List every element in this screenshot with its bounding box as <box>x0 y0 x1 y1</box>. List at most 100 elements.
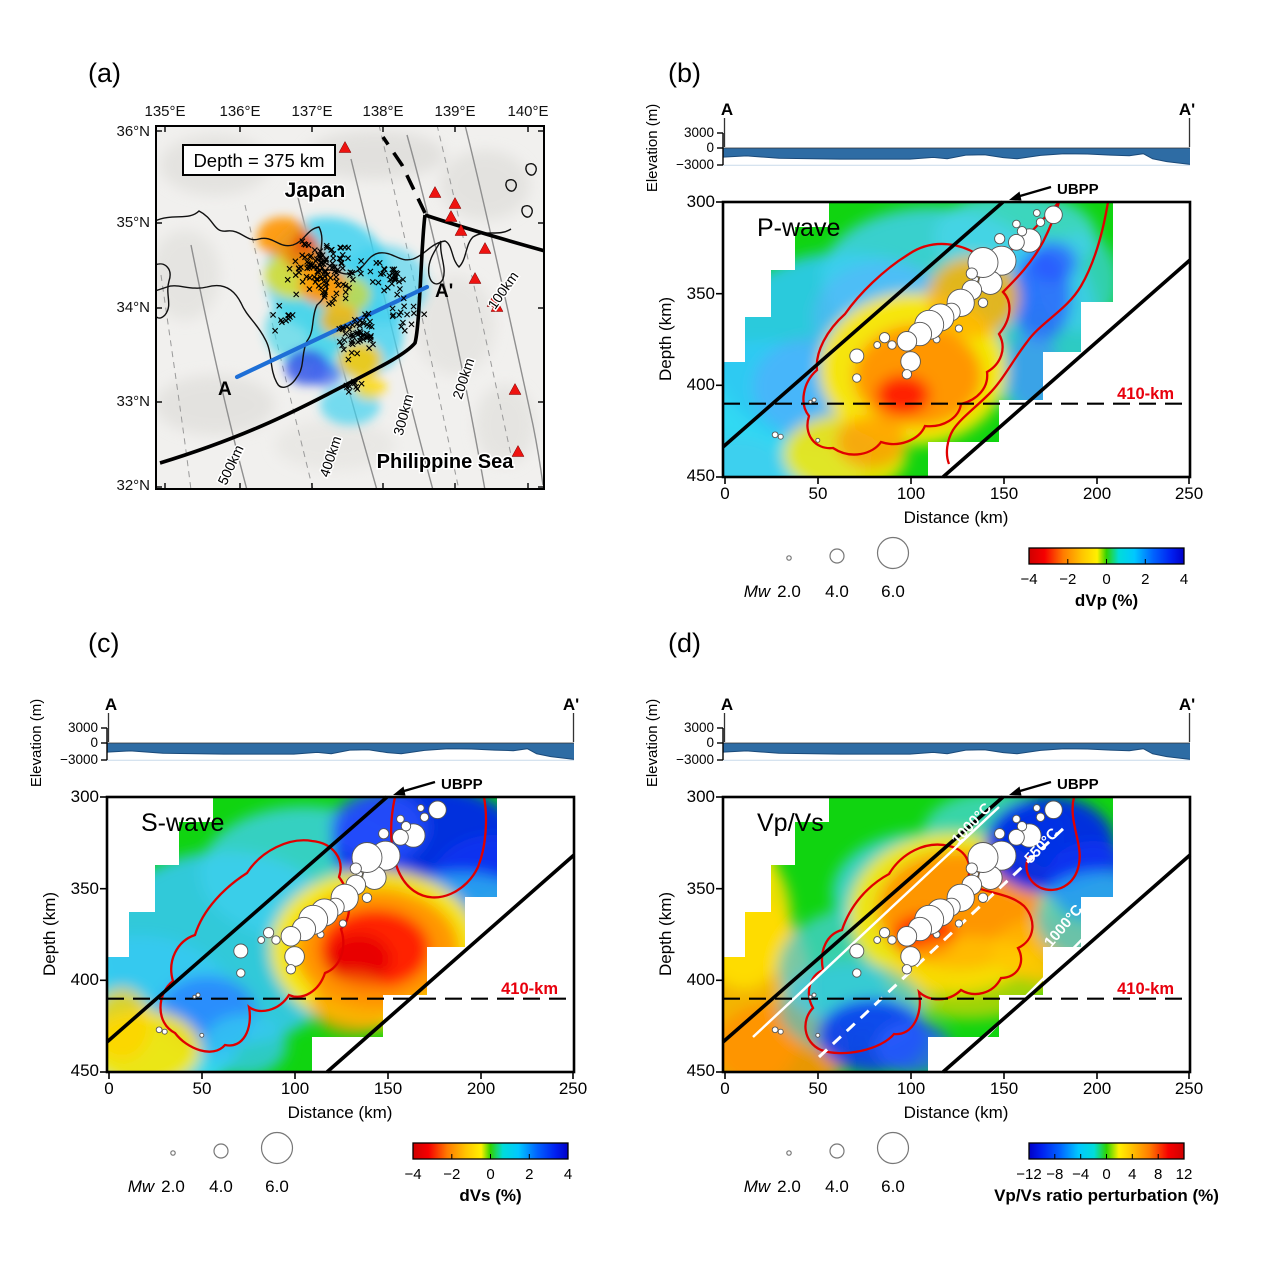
isotherm-1000c-upper <box>752 806 1000 1038</box>
depth-tick: 450 <box>687 1061 715 1080</box>
sea-label: Philippine Sea <box>377 451 515 473</box>
slab-lower-boundary-line <box>941 853 1192 1074</box>
cbar-tick: 2 <box>1141 571 1149 588</box>
colorbar: −4 −2 0 2 4 dVs (%) <box>404 1142 572 1205</box>
ubpp-label: UBPP <box>1057 776 1099 793</box>
depth-tick: 300 <box>687 787 715 806</box>
axis-ticks <box>716 201 1190 484</box>
slab-lower-boundary-line <box>941 258 1192 479</box>
ubpp-annotation: UBPP <box>393 776 483 796</box>
dist-axis-label: Distance (km) <box>288 1103 393 1122</box>
mw-size: 2.0 <box>777 582 801 601</box>
profile-line-a-aprime <box>234 284 430 380</box>
depth-tick: 450 <box>687 466 715 485</box>
mw-size: 2.0 <box>777 1177 801 1196</box>
elev-tick-label: 0 <box>90 735 98 750</box>
profile-aprime-label: A' <box>1179 695 1195 714</box>
cbar-tick: −4 <box>1072 1166 1089 1183</box>
cbar-tick: 12 <box>1176 1166 1193 1183</box>
cbar-tick: 0 <box>486 1166 494 1183</box>
volcano-markers <box>338 140 525 457</box>
dist-tick: 100 <box>281 1079 309 1098</box>
mw-size: 4.0 <box>209 1177 233 1196</box>
depth-tick: 400 <box>687 375 715 394</box>
mw-legend: Mw 2.0 4.0 6.0 <box>744 536 910 601</box>
earthquake-circles <box>155 800 447 1038</box>
lat-tick-label: 32°N <box>116 477 150 494</box>
dist-tick: 150 <box>990 484 1018 503</box>
elevation-axis-label: Elevation (m) <box>644 699 661 787</box>
red-anomaly-contour <box>802 201 1110 465</box>
colorbar: −4 −2 0 2 4 dVp (%) <box>1020 547 1188 610</box>
panel-a-tag: (a) <box>88 58 121 88</box>
dist-tick: 200 <box>467 1079 495 1098</box>
wave-type-label: S-wave <box>141 809 224 837</box>
elev-tick-label: 0 <box>706 735 714 750</box>
elevation-profile <box>717 118 1191 166</box>
disc-410-label: 410-km <box>1117 980 1174 998</box>
section-frame <box>105 795 576 1074</box>
cbar-tick: −4 <box>404 1166 421 1183</box>
ubpp-annotation: UBPP <box>1009 181 1099 201</box>
cbar-tick: 2 <box>525 1166 533 1183</box>
depth-tick: 350 <box>71 879 99 898</box>
section-panel-vpvs: Elevation (m) A A' 3000 0 −3000 UBPP <box>644 695 1219 1205</box>
wave-type-label: P-wave <box>757 214 840 242</box>
depth-slice-label: Depth = 375 km <box>193 150 324 171</box>
profile-a-label: A <box>218 379 232 400</box>
cbar-title: Vp/Vs ratio perturbation (%) <box>994 1186 1219 1205</box>
elev-tick-label: 0 <box>706 140 714 155</box>
red-anomaly-contour <box>804 796 1081 1055</box>
mw-size: 2.0 <box>161 1177 185 1196</box>
dist-axis-label: Distance (km) <box>904 1103 1009 1122</box>
depth-tick: 400 <box>71 970 99 989</box>
mw-label: Mw <box>744 582 772 601</box>
dist-tick: 150 <box>374 1079 402 1098</box>
mw-size: 4.0 <box>825 582 849 601</box>
section-frame <box>721 795 1192 1074</box>
profile-a-label: A <box>721 100 733 119</box>
dist-tick: 50 <box>809 484 828 503</box>
dist-tick: 0 <box>104 1079 113 1098</box>
tomography-section: 410-km 1000°C 550°C 1000°C Vp/Vs <box>716 795 1192 1079</box>
cbar-tick: −8 <box>1046 1166 1063 1183</box>
lon-tick-label: 135°E <box>144 103 186 120</box>
lon-tick-label: 137°E <box>291 103 333 120</box>
tomography-section: 410-km P-wave <box>716 200 1192 484</box>
velocity-field <box>723 202 1113 477</box>
lat-tick-label: 33°N <box>116 393 150 410</box>
cbar-tick: −4 <box>1020 571 1037 588</box>
disc-410-label: 410-km <box>1117 385 1174 403</box>
slab-upper-boundary-line <box>721 795 1005 1044</box>
lon-tick-label: 140°E <box>507 103 549 120</box>
plate-boundaries <box>159 135 545 465</box>
cbar-tick: −2 <box>1059 571 1076 588</box>
depth-tick: 400 <box>687 970 715 989</box>
mw-size: 6.0 <box>881 1177 905 1196</box>
depth-slice-box <box>182 144 336 176</box>
isotherm-1000c-lower <box>950 899 1122 1073</box>
section-panel-swave: Elevation (m) A A' 3000 0 −3000 UBPP <box>28 695 587 1205</box>
profile-aprime-label: A' <box>1179 100 1195 119</box>
dist-tick: 50 <box>193 1079 212 1098</box>
map-panel: Depth = 375 km Japan Philippine Sea A A'… <box>155 125 545 490</box>
profile-a-label: A <box>105 695 117 714</box>
country-label: Japan <box>285 179 346 202</box>
profile-aprime-label: A' <box>563 695 579 714</box>
cbar-tick: 4 <box>1128 1166 1136 1183</box>
depth-tick: 350 <box>687 879 715 898</box>
cbar-tick: −2 <box>443 1166 460 1183</box>
cbar-tick: 0 <box>1102 1166 1110 1183</box>
depth-tick: 300 <box>687 192 715 211</box>
panel-d-tag: (d) <box>668 628 701 658</box>
elevation-profile <box>101 713 575 761</box>
colorbar: −12 −8 −4 0 4 8 12 Vp/Vs ratio perturbat… <box>994 1142 1219 1205</box>
disc-410-label: 410-km <box>501 980 558 998</box>
panel-b-tag: (b) <box>668 58 701 88</box>
section-panel-pwave: Elevation (m) A A' 3000 0 −3000 UBPP <box>644 100 1203 610</box>
depth-tick: 450 <box>71 1061 99 1080</box>
elev-tick-label: 3000 <box>684 720 714 735</box>
ubpp-annotation: UBPP <box>1009 776 1099 796</box>
depth-axis-label: Depth (km) <box>656 297 675 381</box>
